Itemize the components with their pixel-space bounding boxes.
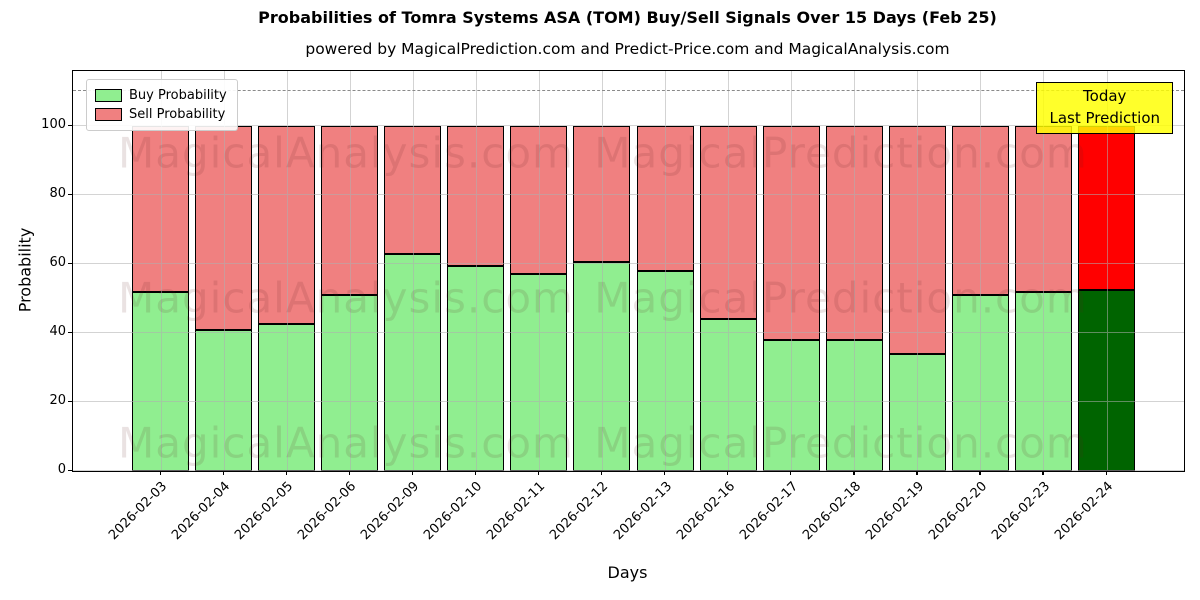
today-annotation-line2: Last Prediction — [1049, 108, 1160, 127]
y-tick-mark — [68, 470, 72, 472]
v-gridline — [475, 71, 477, 471]
v-gridline — [286, 71, 288, 471]
v-gridline — [665, 71, 667, 471]
v-gridline — [538, 71, 540, 471]
x-tick-label: 2026-02-20 — [925, 479, 991, 544]
chart-subtitle: powered by MagicalPrediction.com and Pre… — [305, 40, 950, 58]
legend-item-buy: Buy Probability — [95, 86, 227, 105]
x-tick-mark — [1105, 471, 1107, 476]
x-tick-mark — [1042, 471, 1044, 476]
watermark-text: MagicalPrediction.com — [594, 128, 1088, 178]
x-tick-label: 2026-02-19 — [862, 479, 927, 544]
y-tick-mark — [68, 263, 72, 265]
x-tick-label: 2026-02-06 — [295, 479, 360, 544]
x-tick-mark — [727, 471, 729, 476]
v-gridline — [791, 71, 793, 471]
v-gridline — [980, 71, 982, 471]
x-tick-label: 2026-02-04 — [169, 479, 234, 544]
x-tick-mark — [348, 471, 350, 476]
x-tick-label: 2026-02-05 — [232, 479, 297, 544]
x-tick-mark — [411, 471, 414, 476]
x-tick-label: 2026-02-24 — [1052, 479, 1117, 544]
x-tick-mark — [159, 471, 161, 476]
x-tick-mark — [285, 471, 287, 476]
plot-area: MagicalAnalysis.com MagicalPrediction.com… — [72, 70, 1185, 472]
x-tick-label: 2026-02-18 — [799, 479, 864, 544]
y-tick-label: 60 — [49, 255, 66, 270]
legend-item-sell: Sell Probability — [95, 105, 227, 124]
legend: Buy Probability Sell Probability — [86, 79, 238, 131]
y-tick-label: 20 — [49, 393, 66, 408]
x-tick-mark — [790, 471, 792, 476]
sell-swatch-icon — [95, 108, 122, 121]
h-gridline — [73, 263, 1184, 264]
x-tick-label: 2026-02-13 — [610, 479, 675, 544]
v-gridline — [223, 71, 225, 471]
x-tick-label: 2026-02-23 — [989, 479, 1054, 544]
v-gridline — [728, 71, 730, 471]
dashed-threshold-layer — [73, 71, 1184, 471]
today-annotation-line1: Today — [1083, 87, 1127, 105]
v-gridline — [1106, 71, 1108, 471]
y-axis-label: Probability — [15, 227, 35, 313]
x-tick-label: 2026-02-17 — [736, 479, 801, 544]
y-tick-mark — [68, 401, 72, 403]
legend-label-sell: Sell Probability — [129, 107, 226, 122]
x-tick-label: 2026-02-03 — [106, 479, 171, 544]
h-gridline — [73, 470, 1184, 471]
h-gridline — [73, 332, 1184, 333]
x-tick-label: 2026-02-12 — [547, 479, 612, 544]
watermark-text: MagicalPrediction.com — [594, 418, 1088, 468]
grid-layer — [73, 71, 1184, 471]
h-gridline — [73, 401, 1184, 402]
watermark-text: MagicalAnalysis.com — [118, 418, 574, 468]
x-tick-mark — [979, 471, 981, 476]
v-gridline — [854, 71, 856, 471]
buy-swatch-icon — [95, 89, 122, 102]
y-tick-mark — [68, 125, 72, 127]
y-tick-mark — [68, 332, 72, 334]
x-tick-label: 2026-02-10 — [421, 479, 486, 544]
v-gridline — [412, 71, 414, 471]
x-tick-label: 2026-02-16 — [673, 479, 738, 544]
watermark-text: MagicalAnalysis.com — [118, 128, 574, 178]
x-tick-mark — [474, 471, 477, 476]
x-tick-mark — [853, 471, 855, 476]
x-tick-mark — [916, 471, 918, 476]
y-tick-mark — [68, 194, 72, 196]
v-gridline — [349, 71, 351, 471]
h-gridline — [73, 125, 1184, 126]
watermark-layer: MagicalAnalysis.com MagicalPrediction.com… — [73, 71, 1184, 471]
watermark-text: MagicalPrediction.com — [594, 273, 1088, 323]
x-tick-label: 2026-02-09 — [358, 479, 423, 544]
y-tick-label: 80 — [49, 186, 66, 201]
v-gridline — [160, 71, 162, 471]
v-gridline — [917, 71, 919, 471]
x-tick-label: 2026-02-11 — [484, 479, 549, 544]
y-tick-label: 100 — [41, 117, 66, 132]
x-tick-mark — [537, 471, 540, 476]
dashed-threshold-line — [73, 89, 1184, 91]
x-tick-mark — [664, 471, 666, 476]
x-axis-label: Days — [607, 563, 648, 582]
legend-label-buy: Buy Probability — [129, 88, 227, 103]
x-tick-mark — [222, 471, 224, 476]
watermark-text: MagicalAnalysis.com — [118, 273, 574, 323]
v-gridline — [601, 71, 603, 471]
h-gridline — [73, 194, 1184, 195]
v-gridline — [1043, 71, 1045, 471]
y-tick-label: 0 — [57, 462, 66, 477]
chart-title: Probabilities of Tomra Systems ASA (TOM)… — [258, 8, 997, 27]
today-annotation: Today Last Prediction — [1036, 82, 1173, 134]
x-tick-mark — [600, 471, 603, 476]
y-tick-label: 40 — [49, 324, 66, 339]
